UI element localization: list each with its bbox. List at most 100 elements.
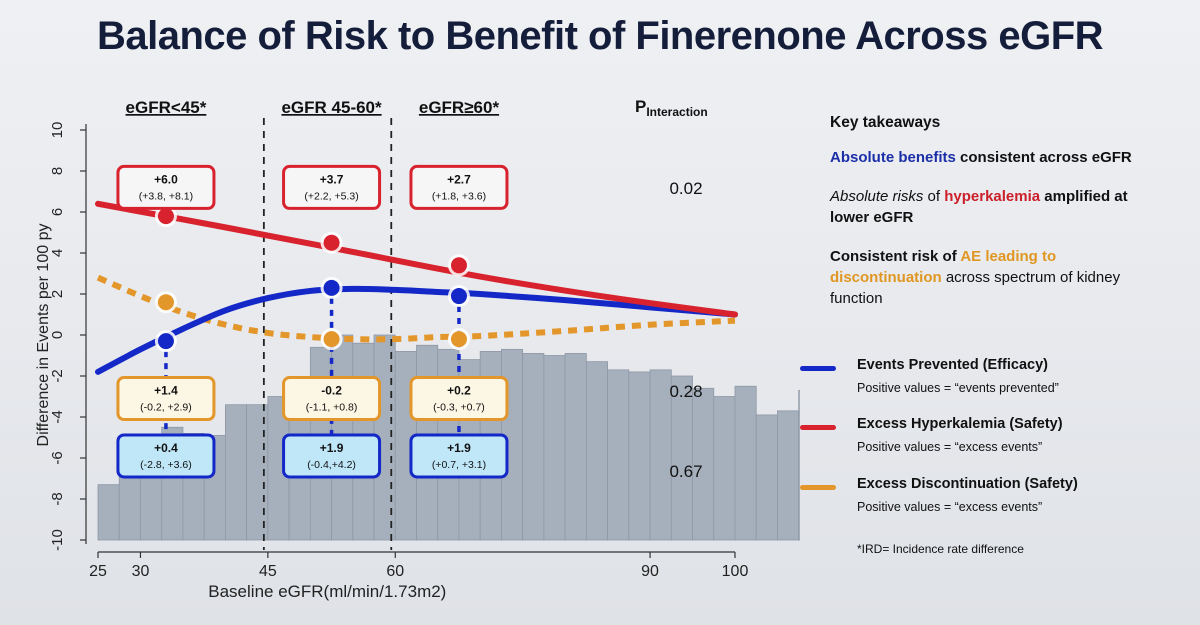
histogram-bar bbox=[649, 369, 672, 541]
discontinuation-ci-label: (-0.2, +2.9) bbox=[140, 402, 192, 414]
x-tick-label: 45 bbox=[259, 563, 277, 580]
efficacy-value-box-frame bbox=[282, 433, 382, 479]
discontinuation-value-box: +0.2 (-0.3, +0.7) bbox=[409, 376, 509, 422]
histogram-bar bbox=[585, 361, 608, 541]
takeaway-1: Absolute benefits consistent across eGFR bbox=[830, 147, 1170, 168]
y-tick-label: -4 bbox=[49, 410, 66, 423]
group-header: eGFR<45* bbox=[126, 98, 207, 117]
efficacy-marker bbox=[450, 288, 467, 305]
legend-swatch-hyperkalemia bbox=[800, 425, 836, 430]
footnote: *IRD= Incidence rate difference bbox=[857, 542, 1024, 556]
hyperkalemia-value-label: +6.0 bbox=[154, 172, 178, 186]
histogram-bar bbox=[628, 371, 651, 541]
efficacy-value-label: +0.4 bbox=[154, 441, 178, 455]
y-tick-label: 4 bbox=[49, 249, 66, 257]
hyperkalemia-marker bbox=[323, 234, 340, 251]
legend-sub-efficacy: Positive values = “events prevented” bbox=[857, 381, 1059, 395]
discontinuation-value-box: -0.2 (-1.1, +0.8) bbox=[282, 376, 382, 422]
y-tick-label: 0 bbox=[49, 331, 66, 339]
hyperkalemia-value-label: +2.7 bbox=[447, 172, 471, 186]
hyperkalemia-value-box: +6.0 (+3.8, +8.1) bbox=[116, 164, 216, 210]
histogram-bar bbox=[755, 414, 778, 541]
efficacy-curve bbox=[95, 285, 738, 375]
legend-label-hyperkalemia: Excess Hyperkalemia (Safety) bbox=[857, 416, 1063, 432]
discontinuation-value-label: +1.4 bbox=[154, 384, 178, 398]
efficacy-value-box-frame bbox=[116, 433, 216, 479]
p-value: 0.28 bbox=[669, 382, 702, 401]
hyperkalemia-ci-label: (+2.2, +5.3) bbox=[304, 190, 358, 202]
legend-swatch-efficacy bbox=[800, 366, 836, 371]
hyperkalemia-value-box-frame bbox=[282, 164, 382, 210]
discontinuation-ci-label: (-0.3, +0.7) bbox=[433, 402, 485, 414]
efficacy-value-label: +1.9 bbox=[447, 441, 471, 455]
hyperkalemia-ci-label: (+1.8, +3.6) bbox=[432, 190, 486, 202]
discontinuation-value-label: +0.2 bbox=[447, 384, 471, 398]
y-tick-label: 2 bbox=[49, 290, 66, 298]
hyperkalemia-value-box: +3.7 (+2.2, +5.3) bbox=[282, 164, 382, 210]
histogram-bar bbox=[522, 353, 545, 541]
efficacy-ci-label: (-0.4,+4.2) bbox=[307, 459, 356, 471]
y-tick-label: -10 bbox=[49, 529, 66, 551]
takeaway-1-text: consistent across eGFR bbox=[955, 149, 1132, 166]
y-tick-label: -8 bbox=[49, 492, 66, 505]
histogram-bar bbox=[713, 396, 736, 541]
efficacy-marker bbox=[157, 333, 174, 350]
hyperkalemia-ci-label: (+3.8, +8.1) bbox=[139, 190, 193, 202]
p-value: 0.67 bbox=[669, 462, 702, 481]
x-axis-label: Baseline eGFR(ml/min/1.73m2) bbox=[208, 582, 446, 601]
discontinuation-value-box-frame bbox=[282, 376, 382, 422]
takeaway-3-highlight: AE leading to discontinuation bbox=[830, 248, 1057, 286]
y-tick-label: 10 bbox=[49, 122, 66, 139]
p-interaction-header: PInteraction bbox=[635, 97, 708, 119]
takeaway-3-text: across spectrum of kidney function bbox=[830, 269, 1121, 307]
y-tick-label: -6 bbox=[49, 451, 66, 464]
discontinuation-marker bbox=[157, 294, 174, 311]
takeaway-3: Consistent risk of AE leading to discont… bbox=[830, 246, 1170, 309]
p-interaction-subscript: Interaction bbox=[646, 105, 707, 119]
hyperkalemia-value-label: +3.7 bbox=[320, 172, 344, 186]
histogram-bar bbox=[224, 404, 248, 541]
legend-sub-hyperkalemia: Positive values = “excess events” bbox=[857, 440, 1043, 454]
legend-swatch-discontinuation bbox=[800, 485, 836, 490]
discontinuation-marker bbox=[323, 331, 340, 348]
hyperkalemia-value-box: +2.7 (+1.8, +3.6) bbox=[409, 164, 509, 210]
legend-label-discontinuation: Excess Discontinuation (Safety) bbox=[857, 476, 1078, 492]
takeaway-2: Absolute risks of hyperkalemia amplified… bbox=[830, 186, 1170, 228]
y-tick-label: 8 bbox=[49, 167, 66, 175]
hyperkalemia-marker bbox=[157, 208, 174, 225]
discontinuation-curve bbox=[96, 274, 736, 343]
hyperkalemia-value-box-frame bbox=[116, 164, 216, 210]
efficacy-ci-label: (+0.7, +3.1) bbox=[432, 459, 486, 471]
group-header: eGFR≥60* bbox=[419, 98, 500, 117]
efficacy-ci-label: (-2.8, +3.6) bbox=[140, 459, 192, 471]
takeaway-2-text: amplified at lower eGFR bbox=[830, 188, 1128, 226]
discontinuation-value-box-frame bbox=[116, 376, 216, 422]
histogram-bar bbox=[543, 355, 566, 541]
efficacy-marker bbox=[323, 279, 340, 296]
x-tick-label: 30 bbox=[132, 563, 150, 580]
risk-benefit-chart: 10 8 6 4 2 0 -2 -4 -6 -8 -10 25 30 45 60 90 100 Baseline … bbox=[35, 97, 800, 601]
histogram-bar bbox=[734, 385, 757, 541]
takeaway-1-highlight: Absolute benefits bbox=[830, 149, 956, 166]
x-tick-label: 25 bbox=[89, 563, 107, 580]
histogram-bar bbox=[564, 353, 587, 541]
discontinuation-ci-label: (-1.1, +0.8) bbox=[306, 402, 358, 414]
discontinuation-value-label: -0.2 bbox=[321, 384, 342, 398]
key-takeaways-heading: Key takeaways bbox=[830, 114, 941, 131]
efficacy-value-box: +1.9 (+0.7, +3.1) bbox=[409, 433, 509, 479]
x-tick-label: 90 bbox=[641, 563, 659, 580]
page-title: Balance of Risk to Benefit of Finerenone… bbox=[96, 14, 1104, 58]
histogram-bar bbox=[798, 389, 800, 541]
y-axis-label: Difference in Events per 100 py bbox=[35, 224, 52, 447]
hyperkalemia-curve bbox=[95, 200, 738, 318]
p-value: 0.02 bbox=[669, 179, 702, 198]
hyperkalemia-value-box-frame bbox=[409, 164, 509, 210]
efficacy-value-label: +1.9 bbox=[320, 441, 344, 455]
legend-label-efficacy: Events Prevented (Efficacy) bbox=[857, 357, 1048, 373]
group-header: eGFR 45-60* bbox=[281, 98, 382, 117]
discontinuation-marker bbox=[450, 331, 467, 348]
x-tick-label: 100 bbox=[722, 563, 749, 580]
efficacy-value-box: +0.4 (-2.8, +3.6) bbox=[116, 433, 216, 479]
histogram-bar bbox=[97, 484, 120, 541]
y-tick-label: 6 bbox=[49, 208, 66, 216]
